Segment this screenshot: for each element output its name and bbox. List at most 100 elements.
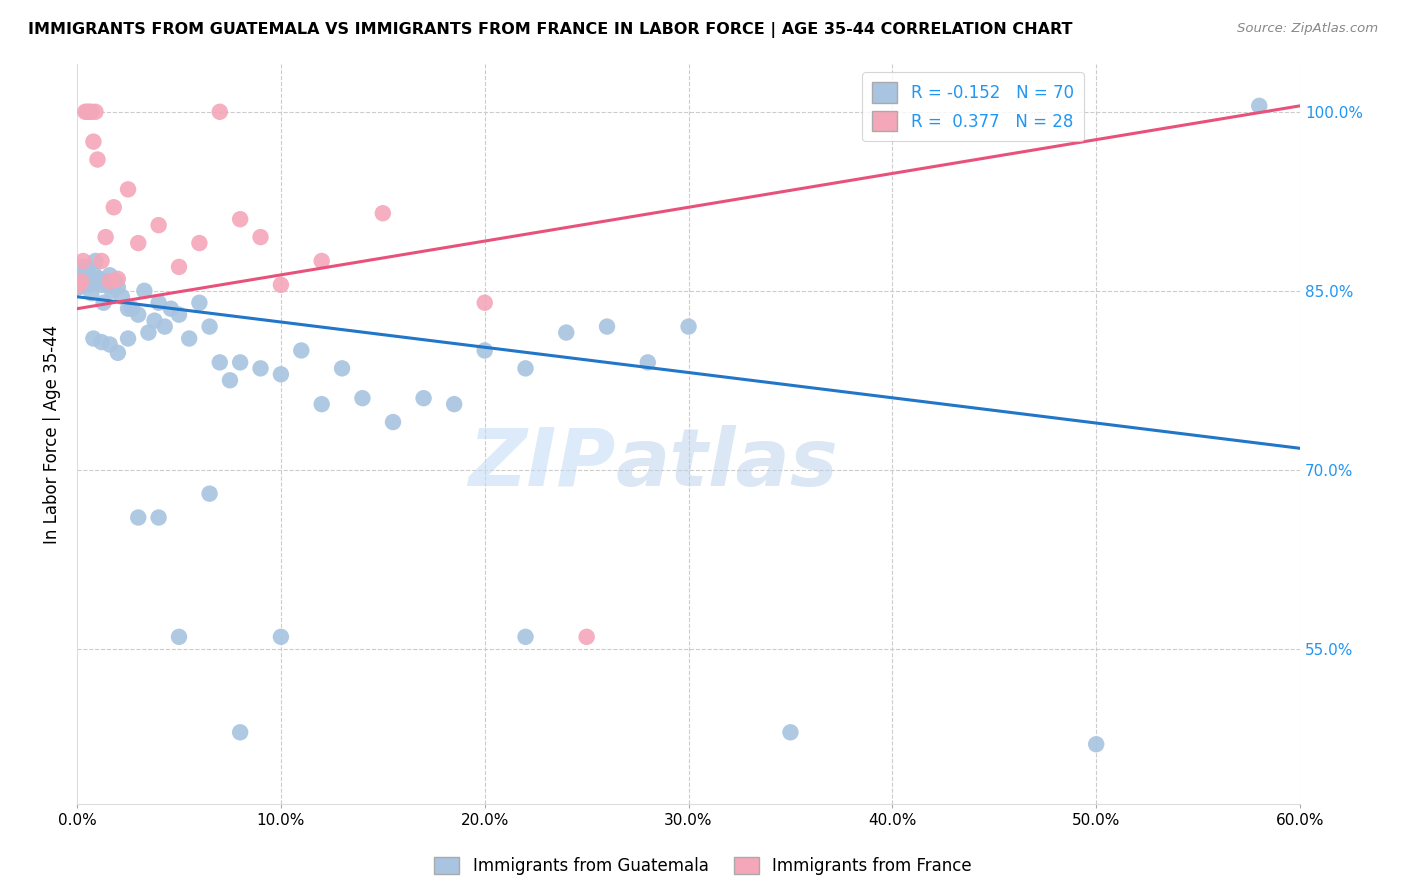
Point	[90, 335, 112, 350]
Point	[270, 368, 292, 382]
Point	[474, 295, 496, 310]
Point	[107, 346, 129, 360]
Point	[75, 104, 97, 119]
Point	[117, 182, 139, 196]
Point	[311, 254, 333, 268]
Point	[575, 630, 598, 644]
Point	[111, 290, 134, 304]
Y-axis label: In Labor Force | Age 35-44: In Labor Force | Age 35-44	[44, 325, 60, 543]
Point	[188, 235, 211, 250]
Point	[76, 266, 98, 280]
Point	[98, 337, 121, 351]
Point	[270, 630, 292, 644]
Point	[143, 313, 166, 327]
Point	[555, 326, 578, 340]
Point	[72, 269, 94, 284]
Text: atlas: atlas	[616, 425, 838, 502]
Point	[104, 274, 127, 288]
Point	[117, 332, 139, 346]
Point	[330, 361, 353, 376]
Point	[86, 153, 108, 167]
Point	[82, 332, 104, 346]
Legend: Immigrants from Guatemala, Immigrants from France: Immigrants from Guatemala, Immigrants fr…	[427, 850, 979, 882]
Point	[100, 284, 122, 298]
Point	[82, 266, 104, 280]
Point	[148, 295, 170, 310]
Point	[443, 397, 465, 411]
Point	[198, 319, 221, 334]
Point	[72, 277, 94, 292]
Point	[76, 104, 98, 119]
Point	[90, 254, 112, 268]
Point	[1085, 737, 1108, 751]
Point	[219, 373, 242, 387]
Point	[160, 301, 183, 316]
Point	[371, 206, 394, 220]
Point	[67, 279, 90, 293]
Point	[84, 254, 107, 268]
Point	[67, 277, 90, 292]
Point	[515, 630, 537, 644]
Point	[167, 630, 190, 644]
Point	[474, 343, 496, 358]
Point	[208, 104, 231, 119]
Point	[134, 284, 156, 298]
Point	[94, 274, 117, 288]
Point	[72, 254, 94, 268]
Point	[127, 308, 149, 322]
Point	[94, 230, 117, 244]
Point	[637, 355, 659, 369]
Point	[229, 212, 252, 227]
Point	[167, 260, 190, 274]
Text: IMMIGRANTS FROM GUATEMALA VS IMMIGRANTS FROM FRANCE IN LABOR FORCE | AGE 35-44 C: IMMIGRANTS FROM GUATEMALA VS IMMIGRANTS …	[28, 22, 1073, 38]
Point	[80, 104, 103, 119]
Point	[75, 274, 97, 288]
Text: Source: ZipAtlas.com: Source: ZipAtlas.com	[1237, 22, 1378, 36]
Point	[208, 355, 231, 369]
Point	[70, 260, 93, 274]
Point	[98, 274, 121, 288]
Point	[249, 361, 271, 376]
Point	[79, 104, 101, 119]
Point	[138, 326, 160, 340]
Legend: R = -0.152   N = 70, R =  0.377   N = 28: R = -0.152 N = 70, R = 0.377 N = 28	[862, 72, 1084, 142]
Point	[153, 319, 176, 334]
Point	[412, 391, 434, 405]
Point	[86, 274, 108, 288]
Point	[179, 332, 201, 346]
Point	[93, 295, 115, 310]
Point	[90, 277, 112, 292]
Point	[311, 397, 333, 411]
Point	[67, 280, 90, 294]
Point	[117, 301, 139, 316]
Point	[127, 510, 149, 524]
Point	[1249, 99, 1271, 113]
Point	[167, 308, 190, 322]
Point	[89, 272, 111, 286]
Point	[148, 510, 170, 524]
Point	[107, 280, 129, 294]
Point	[97, 277, 120, 292]
Point	[198, 486, 221, 500]
Point	[229, 725, 252, 739]
Point	[84, 104, 107, 119]
Point	[515, 361, 537, 376]
Text: ZIP: ZIP	[468, 425, 616, 502]
Point	[270, 277, 292, 292]
Point	[779, 725, 801, 739]
Point	[70, 274, 93, 288]
Point	[82, 135, 104, 149]
Point	[80, 286, 103, 301]
Point	[352, 391, 374, 405]
Point	[127, 235, 149, 250]
Point	[678, 319, 700, 334]
Point	[382, 415, 405, 429]
Point	[148, 218, 170, 232]
Point	[79, 277, 101, 292]
Point	[107, 272, 129, 286]
Point	[103, 200, 125, 214]
Point	[76, 260, 98, 274]
Point	[103, 280, 125, 294]
Point	[290, 343, 312, 358]
Point	[121, 301, 143, 316]
